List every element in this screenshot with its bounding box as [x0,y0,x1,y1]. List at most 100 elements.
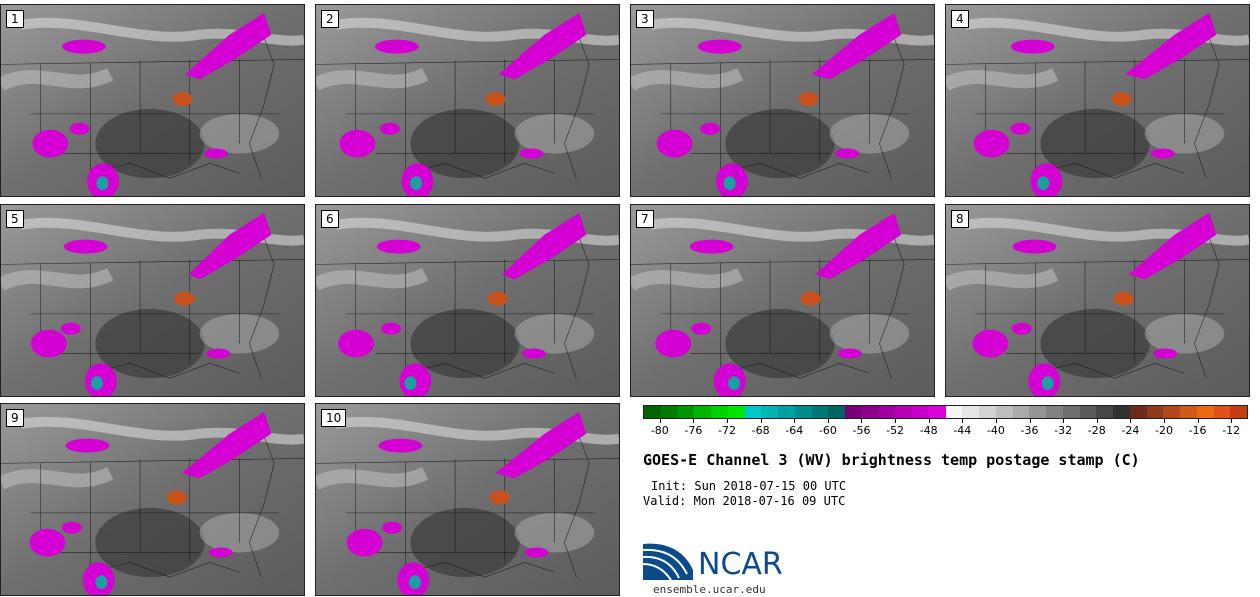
colorbar-tick [1163,419,1165,423]
colorbar-segment [660,406,678,418]
colorbar-segment [912,406,929,418]
colorbar-tick [659,419,661,423]
postage-stamp-panel: 6 [315,204,620,397]
ncar-logo-icon [643,543,693,581]
colorbar-segment [1129,406,1147,418]
valid-time: Valid: Mon 2018-07-16 09 UTC [643,494,846,508]
colorbar-segment [727,406,745,418]
colorbar-tick-label: -28 [1087,424,1106,437]
colorbar-segment [1096,406,1113,418]
colorbar-segment [778,406,795,418]
panel-number: 1 [6,10,24,28]
postage-stamp-panel: 3 [630,4,935,197]
colorbar-tick [1130,419,1132,423]
colorbar-tick-label: -36 [1020,424,1039,437]
colorbar-segment [794,406,812,418]
colorbar-tick-label: -20 [1154,424,1173,437]
colorbar-segment [1113,406,1130,418]
postage-stamp-panel: 5 [0,204,305,397]
colorbar-segment [1012,406,1030,418]
colorbar-tick-label: -16 [1188,424,1207,437]
colorbar-tick-label: -60 [818,424,837,437]
postage-stamp-panel: 2 [315,4,620,197]
colorbar-tick-label: -44 [953,424,972,437]
colorbar-tick [1029,419,1031,423]
colorbar-segment [1213,406,1231,418]
postage-stamp-panel: 7 [630,204,935,397]
colorbar-segment [677,406,695,418]
panel-number: 5 [6,210,24,228]
colorbar-tick [827,419,829,423]
colorbar-ticks: -80 -76 -72 -68 -64 -60 -56 -52 -48 -44 -40 -36 -32 -… [643,419,1248,439]
colorbar-segment [1196,406,1214,418]
figure-title: GOES-E Channel 3 (WV) brightness temp po… [643,451,1140,469]
colorbar-tick [1096,419,1098,423]
colorbar-segment [1146,406,1164,418]
colorbar-segment [761,406,778,418]
colorbar-tick-label: -24 [1121,424,1140,437]
colorbar-tick [861,419,863,423]
colorbar-segment [711,406,728,418]
colorbar-tick [895,419,897,423]
colorbar-segment [1062,406,1080,418]
logo-url: ensemble.ucar.edu [653,583,766,596]
panel-number: 10 [321,409,347,427]
colorbar-tick [928,419,930,423]
colorbar-segment [845,406,862,418]
colorbar-tick [760,419,762,423]
panel-number: 8 [951,210,969,228]
colorbar-tick-label: -12 [1222,424,1241,437]
postage-stamp-panel: 4 [945,4,1250,197]
colorbar-segment [744,406,762,418]
panel-number: 6 [321,210,339,228]
colorbar-segment [928,406,946,418]
panel-number: 4 [951,10,969,28]
colorbar-segment [644,406,661,418]
colorbar-tick [962,419,964,423]
logo-wordmark: NCAR [698,547,783,582]
colorbar-segment [1163,406,1180,418]
colorbar-segment [861,406,879,418]
postage-stamp-panel: 10 [315,403,620,596]
panel-number: 7 [636,210,654,228]
colorbar-segment [1180,406,1197,418]
postage-stamp-panel: 9 [0,403,305,596]
colorbar-tick-label: -56 [852,424,871,437]
colorbar-tick-label: -40 [986,424,1005,437]
colorbar-segment [895,406,912,418]
colorbar-tick-label: -64 [785,424,804,437]
colorbar-segment [811,406,829,418]
colorbar-segment [1046,406,1063,418]
colorbar-segment [878,406,896,418]
colorbar-tick-label: -72 [718,424,736,437]
colorbar-tick [1063,419,1065,423]
colorbar-tick-label: -68 [751,424,770,437]
colorbar-segment [828,406,845,418]
colorbar-segment [979,406,996,418]
colorbar-tick-label: -32 [1054,424,1073,437]
colorbar-tick-label: -48 [919,424,938,437]
colorbar-segment [1230,406,1247,418]
colorbar-tick [693,419,695,423]
init-time: Init: Sun 2018-07-15 00 UTC [651,479,847,493]
colorbar-tick [727,419,729,423]
colorbar-segment [945,406,963,418]
colorbar-tick-label: -80 [650,424,669,437]
postage-stamp-panel: 1 [0,4,305,197]
colorbar-tick-label: -76 [684,424,703,437]
colorbar-tick [794,419,796,423]
panel-number: 3 [636,10,654,28]
colorbar-segment [1079,406,1097,418]
colorbar-tick-label: -52 [886,424,905,437]
colorbar-segment [1029,406,1046,418]
panel-number: 9 [6,409,24,427]
colorbar-tick [1197,419,1199,423]
colorbar-tick [995,419,997,423]
colorbar-tick [1231,419,1233,423]
colorbar-segment [995,406,1013,418]
colorbar [643,405,1248,419]
colorbar-segment [962,406,979,418]
colorbar-segment [694,406,711,418]
panel-number: 2 [321,10,339,28]
postage-stamp-panel: 8 [945,204,1250,397]
